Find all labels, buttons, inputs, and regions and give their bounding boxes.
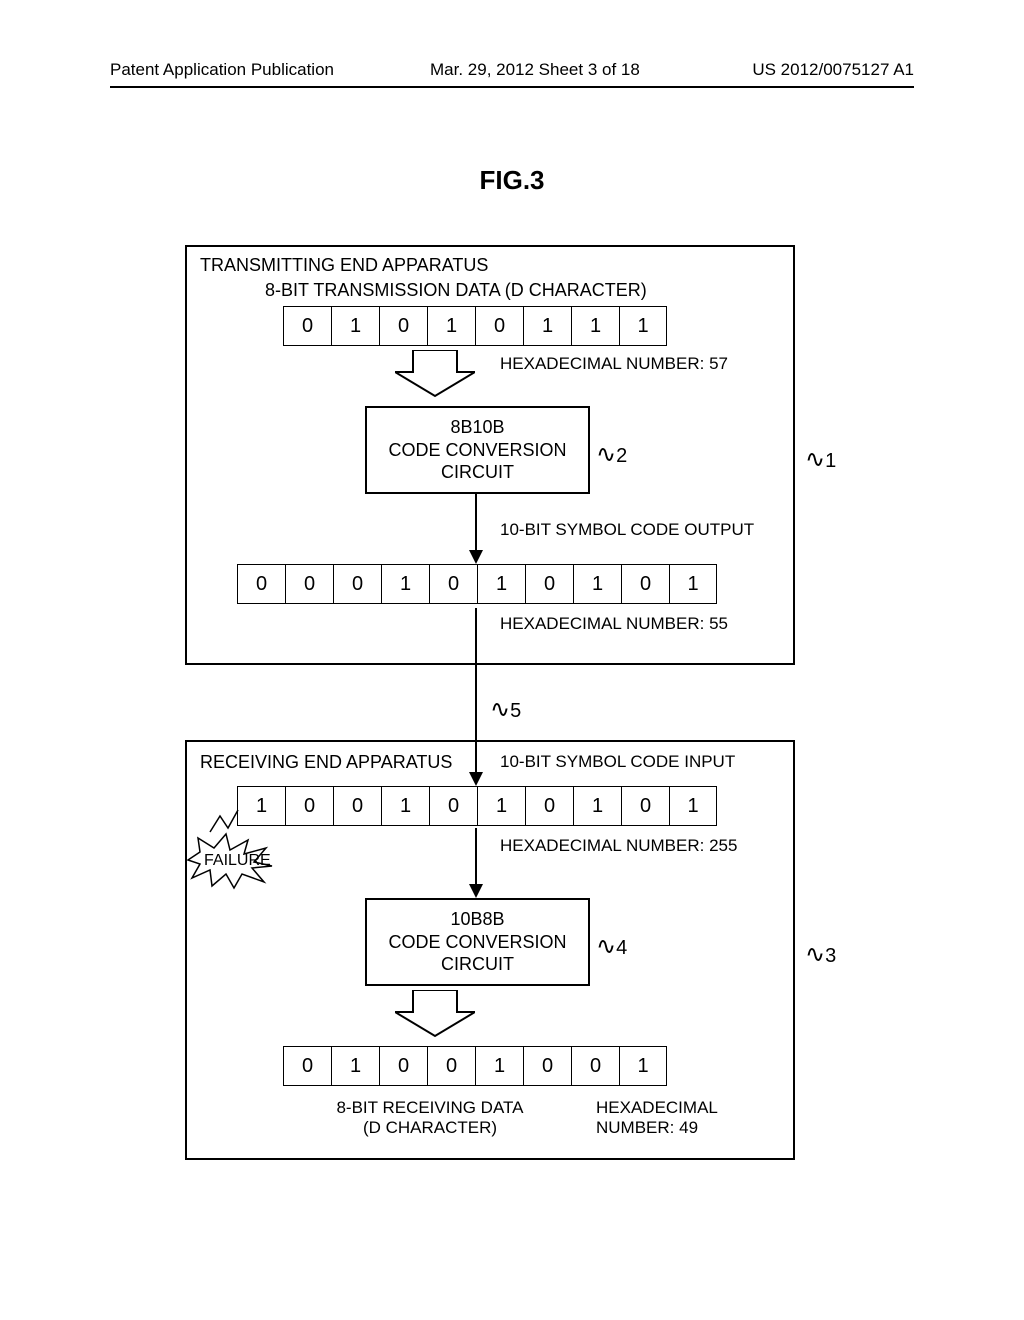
rx-hex8-l2: NUMBER: 49	[596, 1118, 698, 1137]
bit-cell: 1	[331, 306, 379, 346]
rx-caption: 8-BIT RECEIVING DATA (D CHARACTER)	[300, 1098, 560, 1138]
block-arrow-down-icon	[395, 350, 475, 398]
tx-out-label: 10-BIT SYMBOL CODE OUTPUT	[500, 520, 754, 540]
figure-title: FIG.3	[0, 165, 1024, 196]
bit-cell: 0	[525, 786, 573, 826]
bit-cell: 0	[379, 1046, 427, 1086]
tx-bits-8: 0 1 0 1 0 1 1 1	[283, 306, 667, 346]
rx-bits-10: 1 0 0 1 0 1 0 1 0 1	[237, 786, 717, 826]
arrow-line-icon	[475, 494, 477, 552]
bit-cell: 0	[429, 564, 477, 604]
bit-cell: 0	[333, 564, 381, 604]
bit-cell: 1	[381, 564, 429, 604]
tx-subtitle: 8-BIT TRANSMISSION DATA (D CHARACTER)	[265, 280, 647, 301]
arrow-head-icon	[469, 884, 483, 898]
tx-hex-8: HEXADECIMAL NUMBER: 57	[500, 354, 728, 374]
block-arrow-down-icon	[395, 990, 475, 1038]
bit-cell: 0	[427, 1046, 475, 1086]
page-header: Patent Application Publication Mar. 29, …	[110, 80, 914, 88]
header-mid: Mar. 29, 2012 Sheet 3 of 18	[430, 60, 640, 80]
rx-caption-l1: 8-BIT RECEIVING DATA	[336, 1098, 523, 1117]
bit-cell: 0	[571, 1046, 619, 1086]
tx-bits-10: 0 0 0 1 0 1 0 1 0 1	[237, 564, 717, 604]
bit-cell: 0	[379, 306, 427, 346]
rx-caption-l2: (D CHARACTER)	[363, 1118, 497, 1137]
ref-1: ∿1	[805, 445, 836, 474]
bit-cell: 1	[619, 306, 667, 346]
bit-cell: 1	[477, 786, 525, 826]
bit-cell: 0	[333, 786, 381, 826]
bit-cell: 1	[619, 1046, 667, 1086]
rx-circuit-l2: CODE CONVERSION	[375, 931, 580, 954]
header-left: Patent Application Publication	[110, 60, 334, 80]
rx-title: RECEIVING END APPARATUS	[200, 752, 452, 773]
tx-title: TRANSMITTING END APPARATUS	[200, 255, 488, 276]
bit-cell: 1	[669, 786, 717, 826]
bit-cell: 1	[477, 564, 525, 604]
rx-circuit-l1: 10B8B	[375, 908, 580, 931]
bit-cell: 1	[427, 306, 475, 346]
tx-circuit-l3: CIRCUIT	[375, 461, 580, 484]
bit-cell: 0	[283, 1046, 331, 1086]
tx-circuit-l2: CODE CONVERSION	[375, 439, 580, 462]
bit-cell: 1	[475, 1046, 523, 1086]
bit-cell: 0	[523, 1046, 571, 1086]
header-right: US 2012/0075127 A1	[752, 60, 914, 80]
rx-hex-8: HEXADECIMAL NUMBER: 49	[596, 1098, 776, 1138]
bit-cell: 1	[669, 564, 717, 604]
ref-3: ∿3	[805, 940, 836, 969]
ref-5: ∿5	[490, 695, 521, 724]
page: Patent Application Publication Mar. 29, …	[0, 0, 1024, 1320]
tx-hex-10: HEXADECIMAL NUMBER: 55	[500, 614, 728, 634]
bit-cell: 0	[429, 786, 477, 826]
bit-cell: 0	[475, 306, 523, 346]
ref-2: ∿2	[596, 440, 627, 469]
arrow-line-icon	[475, 828, 477, 886]
bit-cell: 0	[621, 786, 669, 826]
bit-cell: 1	[573, 564, 621, 604]
zigzag-icon	[208, 808, 248, 836]
bit-cell: 1	[571, 306, 619, 346]
bit-cell: 0	[285, 786, 333, 826]
bit-cell: 1	[523, 306, 571, 346]
bit-cell: 0	[283, 306, 331, 346]
rx-circuit-l3: CIRCUIT	[375, 953, 580, 976]
rx-circuit-box: 10B8B CODE CONVERSION CIRCUIT	[365, 898, 590, 986]
tx-circuit-box: 8B10B CODE CONVERSION CIRCUIT	[365, 406, 590, 494]
bit-cell: 1	[381, 786, 429, 826]
rx-bits-8: 0 1 0 0 1 0 0 1	[283, 1046, 667, 1086]
bit-cell: 1	[573, 786, 621, 826]
failure-label: FAILURE	[204, 852, 271, 870]
bit-cell: 0	[237, 564, 285, 604]
rx-hex-10: HEXADECIMAL NUMBER: 255	[500, 836, 737, 856]
ref-4: ∿4	[596, 932, 627, 961]
tx-circuit-l1: 8B10B	[375, 416, 580, 439]
rx-in-label: 10-BIT SYMBOL CODE INPUT	[500, 752, 735, 772]
arrow-head-icon	[469, 550, 483, 564]
failure-burst-icon: FAILURE	[178, 830, 298, 895]
bit-cell: 0	[285, 564, 333, 604]
bit-cell: 1	[331, 1046, 379, 1086]
rx-hex8-l1: HEXADECIMAL	[596, 1098, 718, 1117]
bit-cell: 0	[525, 564, 573, 604]
bit-cell: 0	[621, 564, 669, 604]
